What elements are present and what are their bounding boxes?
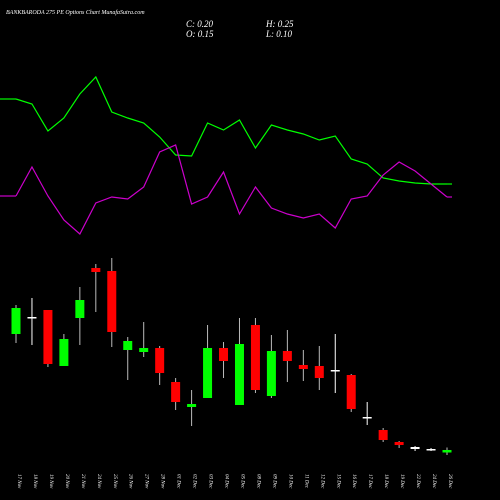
x-tick-label: 16 Dec [351, 474, 356, 489]
candle-body [91, 268, 101, 272]
x-tick-label: 01 Dec [176, 474, 181, 489]
candle-body [234, 344, 244, 405]
open-label: O: 0.15 [186, 29, 214, 39]
x-tick-label: 05 Dec [239, 474, 244, 489]
x-tick-label: 08 Dec [255, 474, 260, 489]
candle-body [378, 430, 388, 440]
high-label: H: 0.25 [265, 19, 294, 29]
x-tick-label: 18 Nov [32, 474, 37, 489]
candle-body [362, 417, 372, 419]
x-tick-label: 11 Dec [303, 474, 308, 489]
candle-body [346, 375, 356, 409]
candle-body [107, 271, 117, 332]
candle-body [11, 308, 21, 334]
candle-body [171, 382, 181, 402]
candle-body [282, 351, 292, 361]
candle-body [59, 339, 69, 366]
chart-title: BANKBARODA 275 PE Options Chart MunafaSu… [6, 9, 145, 16]
candle-body [155, 348, 165, 373]
candle-body [426, 449, 436, 451]
candle-body [442, 450, 452, 453]
candle-body [75, 300, 85, 318]
x-tick-label: 03 Dec [208, 474, 213, 489]
x-tick-label: 18 Dec [383, 474, 388, 489]
x-tick-label: 19 Dec [399, 474, 404, 489]
candle-body [250, 325, 260, 390]
x-tick-label: 19 Nov [48, 474, 53, 489]
line-series [15, 75, 447, 185]
candle-body [139, 348, 149, 352]
candle-body [43, 310, 53, 364]
candle-body [266, 351, 276, 396]
x-tick-label: 12 Dec [319, 474, 324, 489]
close-label: C: 0.20 [186, 19, 214, 29]
x-tick-label: 22 Dec [415, 474, 420, 489]
x-tick-label: 09 Dec [271, 474, 276, 489]
x-tick-label: 21 Nov [80, 474, 85, 489]
x-tick-label: 20 Nov [64, 474, 69, 489]
x-tick-label: 25 Nov [112, 474, 117, 489]
candle-body [330, 370, 340, 372]
x-tick-label: 24 Dec [431, 474, 436, 489]
x-tick-label: 24 Nov [96, 474, 101, 489]
line-series [15, 144, 448, 235]
candle-body [27, 317, 37, 319]
candle-body [203, 348, 213, 398]
candle-body [187, 404, 197, 407]
candle-body [298, 365, 308, 369]
x-tick-label: 17 Dec [367, 474, 372, 489]
x-tick-label: 17 Nov [16, 474, 21, 489]
candle-body [123, 341, 133, 350]
x-tick-label: 15 Dec [335, 474, 340, 489]
x-tick-label: 27 Nov [144, 474, 149, 489]
low-label: L: 0.10 [265, 29, 293, 39]
x-tick-label: 28 Nov [160, 474, 165, 489]
x-tick-label: 26 Dec [447, 474, 452, 489]
x-tick-label: 26 Nov [128, 474, 133, 489]
x-tick-label: 04 Dec [224, 474, 229, 489]
candle-body [394, 442, 404, 445]
candle-body [219, 348, 229, 361]
x-tick-label: 02 Dec [192, 474, 197, 489]
candle-body [410, 447, 420, 449]
candle-body [314, 366, 324, 378]
x-tick-label: 10 Dec [287, 474, 292, 489]
